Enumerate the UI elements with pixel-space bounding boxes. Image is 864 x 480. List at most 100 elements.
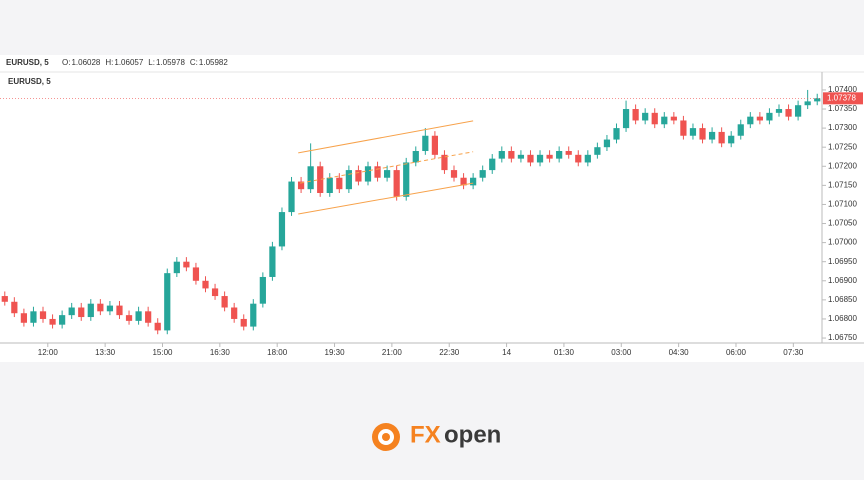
x-tick-label: 06:00 [726,348,747,357]
candle-body [613,128,620,140]
x-tick-label: 22:30 [439,348,460,357]
candle-body [603,139,611,148]
y-tick-label: 1.06800 [828,314,857,323]
candle-body [49,318,56,325]
y-tick-label: 1.07350 [828,104,857,113]
candle-body [106,305,114,312]
candle-body [97,303,104,312]
candle-body [211,288,219,297]
candle-body [546,154,553,159]
candle-body [594,147,601,155]
candle-body [288,181,295,213]
candle-body [345,170,352,190]
chart-title: EURUSD, 5 [8,77,51,86]
candle-body [297,181,305,190]
candle-body [183,261,190,268]
candle-body [756,116,763,121]
candle-body [78,307,85,318]
brand-open: open [444,421,501,448]
candle-body [699,128,706,140]
candle-body [393,170,400,197]
x-tick-label: 03:00 [611,348,632,357]
candle-body [135,311,142,321]
candle-body [68,307,75,316]
candle-body [125,315,133,321]
candle-body [269,246,276,277]
candle-body [489,158,496,171]
x-tick-label: 12:00 [38,348,59,357]
candle-body [775,109,783,113]
candle-body [670,116,677,121]
candle-body [728,135,735,144]
candle-body [231,307,238,319]
candle-body [517,154,525,159]
trend-line [300,151,474,184]
candle-body [364,166,372,182]
y-tick-label: 1.07050 [828,219,857,228]
candle-body [565,151,572,155]
candle-body [479,170,486,178]
x-tick-label: 19:30 [325,348,346,357]
candle-body [317,166,324,193]
candle-body [30,311,37,323]
candle-body [470,177,477,186]
candle-body [116,305,123,316]
candle-body [154,322,161,331]
candle-body [508,151,515,159]
candle-body [278,212,286,247]
candle-body [498,151,505,159]
candle-body [259,276,266,304]
candle-body [689,128,697,136]
brand-fx: FX [410,421,441,448]
candle-body [192,267,200,281]
candle-body [374,166,381,178]
candle-body [307,166,314,190]
candle-body [403,162,410,197]
x-tick-label: 21:00 [382,348,403,357]
candle-body [87,303,94,318]
x-tick-label: 15:00 [152,348,173,357]
candle-body [20,313,28,323]
x-tick-label: 04:30 [669,348,690,357]
ohlc-label: O: [62,58,70,67]
candle-body [785,109,792,117]
chart-panel [0,55,864,362]
y-tick-label: 1.07000 [828,238,857,247]
ohlc-value: 1.05982 [199,58,228,67]
ohlc-label: L: [148,58,155,67]
candle-body [336,177,343,190]
candle-body [661,116,668,125]
candle-body [412,151,419,163]
candle-body [622,109,630,129]
trend-line [298,182,474,215]
y-tick-label: 1.07300 [828,123,857,132]
y-tick-label: 1.07200 [828,161,857,170]
ohlc-label: H: [105,58,113,67]
y-tick-label: 1.07400 [828,85,857,94]
y-tick-label: 1.07150 [828,180,857,189]
x-tick-label: 16:30 [210,348,231,357]
x-tick-label: 13:30 [95,348,116,357]
logo-emblem-core [382,433,390,441]
candle-body [202,280,209,289]
ohlc-value: 1.06057 [114,58,143,67]
candle-body [221,296,228,308]
candle-body [326,177,333,193]
x-tick-label: 18:00 [267,348,288,357]
candle-body [527,154,534,163]
ohlc-value: 1.06028 [71,58,100,67]
candle-body [173,261,180,274]
candle-body [804,101,811,106]
candle-body [431,135,439,155]
ohlc-header: O: 1.06028 H: 1.06057 L: 1.05978 C: 1.05982 [62,58,228,67]
candle-body [240,318,247,327]
x-tick-label: 14 [502,348,511,357]
candle-body [536,154,544,163]
trend-line [298,120,474,154]
y-tick-label: 1.06850 [828,295,857,304]
candle-body [59,315,66,325]
candle-body [747,116,754,125]
candle-body [642,112,649,121]
